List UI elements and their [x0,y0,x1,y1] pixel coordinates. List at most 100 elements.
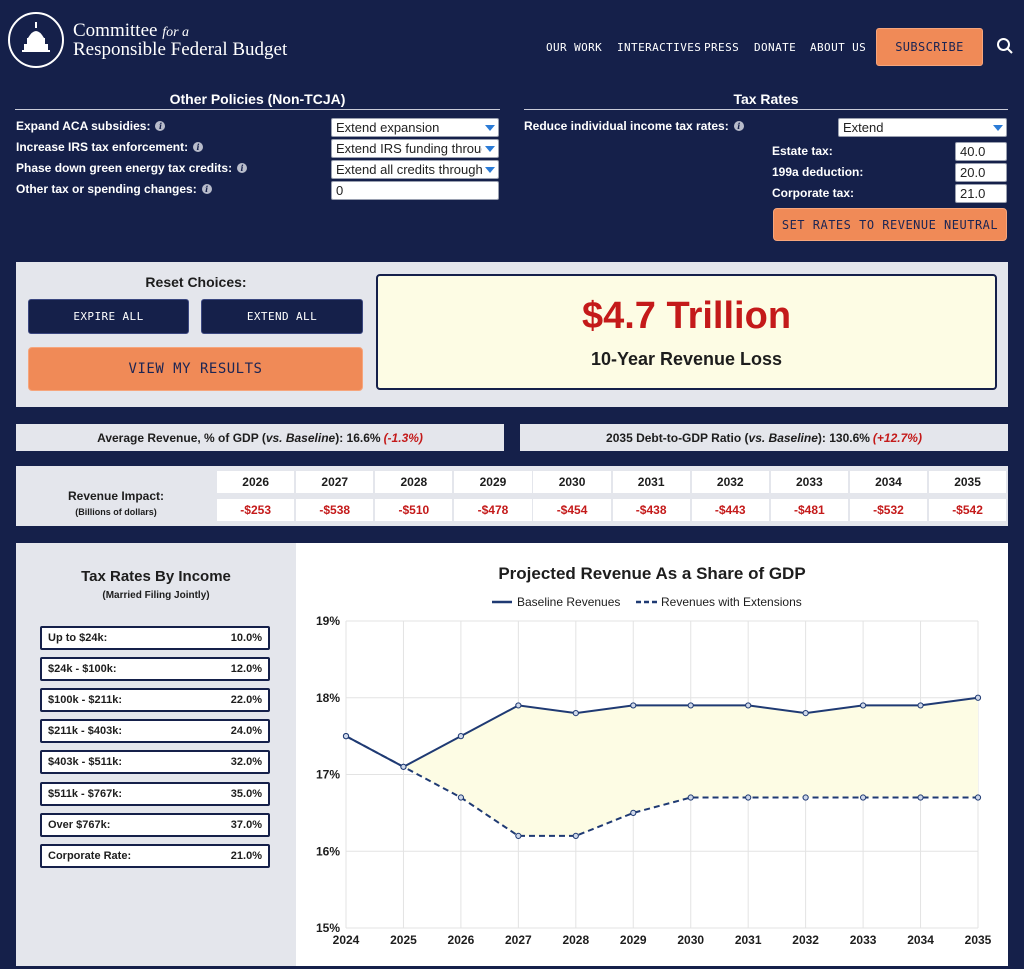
baseline-point [572,710,579,717]
extensions-point [342,733,350,740]
revenue-impact-value: -$532 [849,499,928,521]
year-header: 2031 [612,471,690,493]
x-tick-label: 2035 [965,933,992,947]
y-tick-label: 15% [316,921,340,935]
reduce-rates-label: Reduce individual income tax rates: i [524,119,744,133]
x-tick-label: 2033 [850,933,877,947]
green-energy-label: Phase down green energy tax credits: i [16,161,248,175]
revenue-impact-label: Revenue Impact: [67,489,165,503]
income-rate-row: Over $767k: 37.0% [40,812,270,837]
info-icon[interactable]: i [193,142,204,152]
income-rates-subtitle: (Married Filing Jointly) [102,590,210,601]
search-icon[interactable] [996,37,1014,55]
chart-title: Projected Revenue As a Share of GDP [498,564,806,583]
logo-text-line2[interactable]: Responsible Federal Budget [73,39,288,60]
info-icon[interactable]: i [733,121,744,131]
results-panel: Reset Choices: EXPIRE ALL EXTEND ALL VIE… [16,262,1008,407]
info-icon[interactable]: i [155,121,166,131]
irs-select[interactable]: Extend IRS funding through [331,139,499,158]
other-policies-title: Other Policies (Non-TCJA) [169,91,346,107]
x-tick-label: 2027 [505,933,532,947]
year-header: 2029 [454,471,532,493]
income-bracket-label: $100k - $211k: [48,694,123,707]
logo-text-line1[interactable]: Committee for a [73,20,190,41]
extensions-point [745,794,752,801]
nav-about-us[interactable]: ABOUT US [810,41,867,54]
revenue-neutral-button[interactable]: SET RATES TO REVENUE NEUTRAL [773,208,1007,241]
info-icon[interactable]: i [201,184,212,194]
baseline-line [345,696,979,768]
revenue-impact-value: -$443 [691,499,769,521]
reduce-rates-select[interactable]: Extend [838,118,1007,137]
corporate-tax-input[interactable]: 21.0 [955,184,1007,203]
income-rate-row: $211k - $403k: 24.0% [40,719,270,744]
year-header: 2032 [691,471,769,493]
year-header: 2033 [770,471,848,493]
estate-tax-input[interactable]: 40.0 [955,142,1007,161]
income-bracket-rate: 24.0% [230,725,262,738]
aca-label: Expand ACA subsidies: i [16,119,166,133]
income-bracket-label: $24k - $100k: [48,663,117,676]
nav-donate[interactable]: DONATE [754,41,797,54]
aca-select[interactable]: Extend expansion [331,118,499,137]
subscribe-button[interactable]: SUBSCRIBE [876,28,983,66]
x-tick-label: 2025 [390,933,417,947]
year-header: 2034 [849,471,928,493]
income-bracket-label: $403k - $511k: [48,756,123,769]
baseline-point [917,702,924,709]
baseline-point [515,702,522,709]
result-box: $4.7 Trillion 10-Year Revenue Loss [376,274,997,390]
extend-all-button[interactable]: EXTEND ALL [201,299,363,334]
irs-label: Increase IRS tax enforcement: i [16,140,204,154]
green-energy-select[interactable]: Extend all credits through [331,160,499,179]
nav-press[interactable]: PRESS [704,41,740,54]
expire-all-button[interactable]: EXPIRE ALL [28,299,189,334]
year-header: 2028 [375,471,453,493]
y-tick-label: 17% [316,768,340,782]
revenue-impact-value: -$454 [533,499,611,521]
x-tick-label: 2026 [448,933,475,947]
other-changes-input[interactable]: 0 [331,181,499,200]
income-rate-row: $511k - $767k: 35.0% [40,781,270,806]
section-divider [524,109,1008,110]
baseline-point [630,702,637,709]
income-bracket-label: $211k - $403k: [48,725,123,738]
x-tick-label: 2028 [562,933,589,947]
average-revenue-stat: Average Revenue, % of GDP (vs. Baseline)… [16,424,504,451]
income-bracket-label: $511k - $767k: [48,787,123,800]
revenue-impact-table: Revenue Impact: (Billions of dollars) 20… [16,466,1008,526]
revenue-impact-value: -$510 [375,499,453,521]
nav-our-work[interactable]: OUR WORK [546,41,603,54]
x-tick-label: 2031 [735,933,762,947]
year-header: 2026 [217,471,295,493]
tax-rates-title: Tax Rates [733,91,799,107]
income-bracket-rate: 12.0% [230,663,262,676]
revenue-loss-label: 10-Year Revenue Loss [590,349,783,369]
y-tick-label: 18% [316,691,340,705]
year-header: 2027 [296,471,374,493]
deduction-label: 199a deduction: [772,165,864,179]
info-icon[interactable]: i [237,163,248,173]
section-divider [15,109,500,110]
year-header: 2030 [533,471,611,493]
corporate-tax-label: Corporate tax: [772,186,855,200]
extensions-point [687,794,694,801]
revenue-impact-value: -$253 [217,499,295,521]
income-rate-row: Corporate Rate: 21.0% [40,843,270,868]
income-bracket-rate: 35.0% [230,787,262,800]
income-rate-row: $100k - $211k: 22.0% [40,688,270,713]
estate-tax-label: Estate tax: [772,144,833,158]
nav-interactives[interactable]: INTERACTIVES [617,41,702,54]
income-rate-row: $24k - $100k: 12.0% [40,657,270,682]
income-bracket-label: Corporate Rate: [48,849,132,862]
extensions-point [572,832,579,839]
revenue-chart: Projected Revenue As a Share of GDP 15% 1… [296,543,1008,966]
extensions-point [457,794,465,801]
chart-plot: 15% 16% 17% 18% 19% 2024 2025 2026 2027 2028 2029 2… [316,595,992,947]
view-results-button[interactable]: VIEW MY RESULTS [28,347,363,391]
deduction-input[interactable]: 20.0 [955,163,1007,182]
capitol-seal-icon[interactable] [8,12,64,68]
area-between-series [403,697,978,836]
extensions-point [400,763,407,770]
debt-ratio-stat: 2035 Debt-to-GDP Ratio (vs. Baseline): 1… [520,424,1008,451]
